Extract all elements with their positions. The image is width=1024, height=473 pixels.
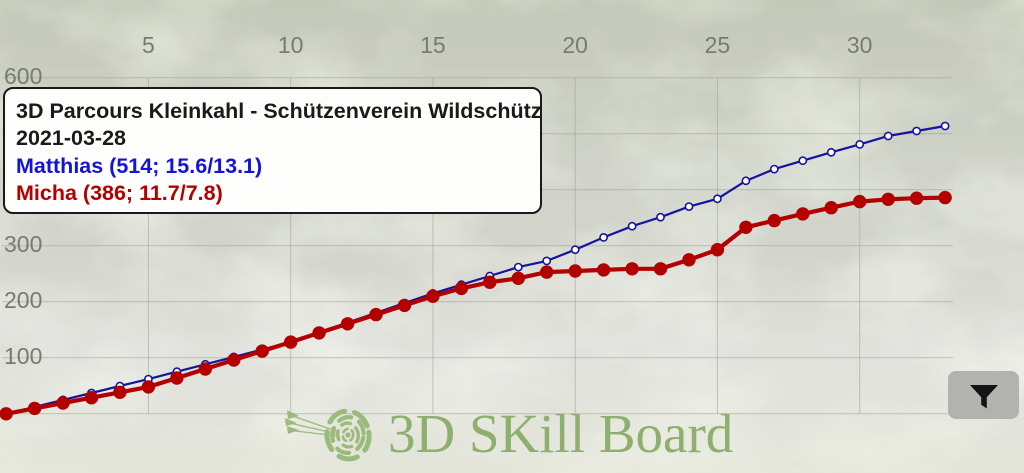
svg-text:300: 300 bbox=[4, 231, 42, 257]
svg-text:200: 200 bbox=[4, 287, 42, 313]
svg-text:30: 30 bbox=[847, 32, 873, 58]
svg-text:25: 25 bbox=[705, 32, 731, 58]
svg-text:20: 20 bbox=[562, 32, 588, 58]
svg-text:15: 15 bbox=[420, 32, 446, 58]
svg-text:600: 600 bbox=[4, 63, 42, 89]
svg-text:100: 100 bbox=[4, 343, 42, 369]
svg-text:10: 10 bbox=[278, 32, 304, 58]
svg-text:5: 5 bbox=[142, 32, 155, 58]
